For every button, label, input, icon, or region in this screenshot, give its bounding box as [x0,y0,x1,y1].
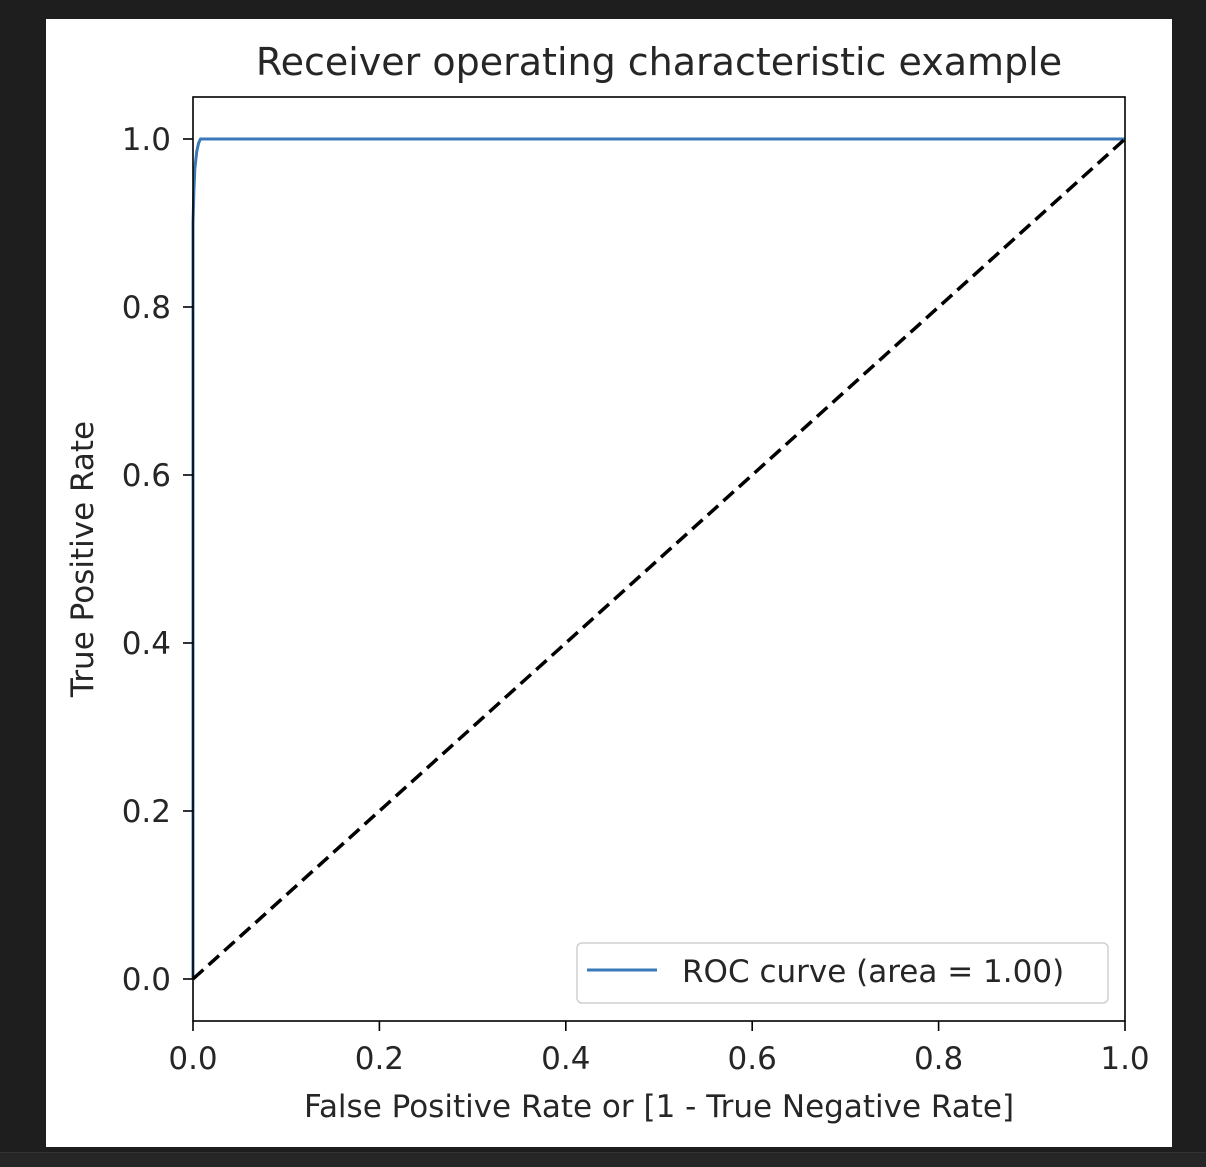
x-tick-label: 1.0 [1100,1041,1149,1077]
x-tick-label: 0.0 [168,1041,217,1077]
x-tick-label: 0.8 [914,1041,963,1077]
y-axis-ticks: 0.0 0.2 0.4 0.6 0.8 1.0 [122,122,193,998]
roc-curve-line [191,137,1125,979]
bottom-strip [0,1152,1206,1167]
x-axis-ticks: 0.0 0.2 0.4 0.6 0.8 1.0 [168,1021,1150,1077]
y-tick-label: 0.0 [122,962,171,998]
legend-label-roc-curve: ROC curve (area = 1.00) [682,954,1064,990]
x-tick-label: 0.2 [355,1041,404,1077]
chance-diagonal-line [191,137,1127,981]
axes-frame [192,96,1126,1022]
x-axis-label: False Positive Rate or [1 - True Negativ… [304,1089,1014,1125]
figure-canvas: 0.0 0.2 0.4 0.6 0.8 1.0 0.0 0.2 0.4 0.6 0.8 1.0 Re… [46,19,1172,1147]
y-tick-label: 0.2 [122,794,171,830]
legend: ROC curve (area = 1.00) [576,942,1109,1004]
y-tick-label: 1.0 [122,122,171,158]
y-axis-label: True Positive Rate [65,421,101,698]
chart-title: Receiver operating characteristic exampl… [256,40,1062,84]
legend-box [576,942,1109,1004]
x-tick-label: 0.6 [728,1041,777,1077]
y-tick-label: 0.4 [122,626,171,662]
y-tick-label: 0.6 [122,458,171,494]
x-tick-label: 0.4 [541,1041,590,1077]
y-tick-label: 0.8 [122,290,171,326]
roc-chart: 0.0 0.2 0.4 0.6 0.8 1.0 0.0 0.2 0.4 0.6 0.8 1.0 Re… [65,40,1150,1125]
plot-content [191,137,1127,981]
